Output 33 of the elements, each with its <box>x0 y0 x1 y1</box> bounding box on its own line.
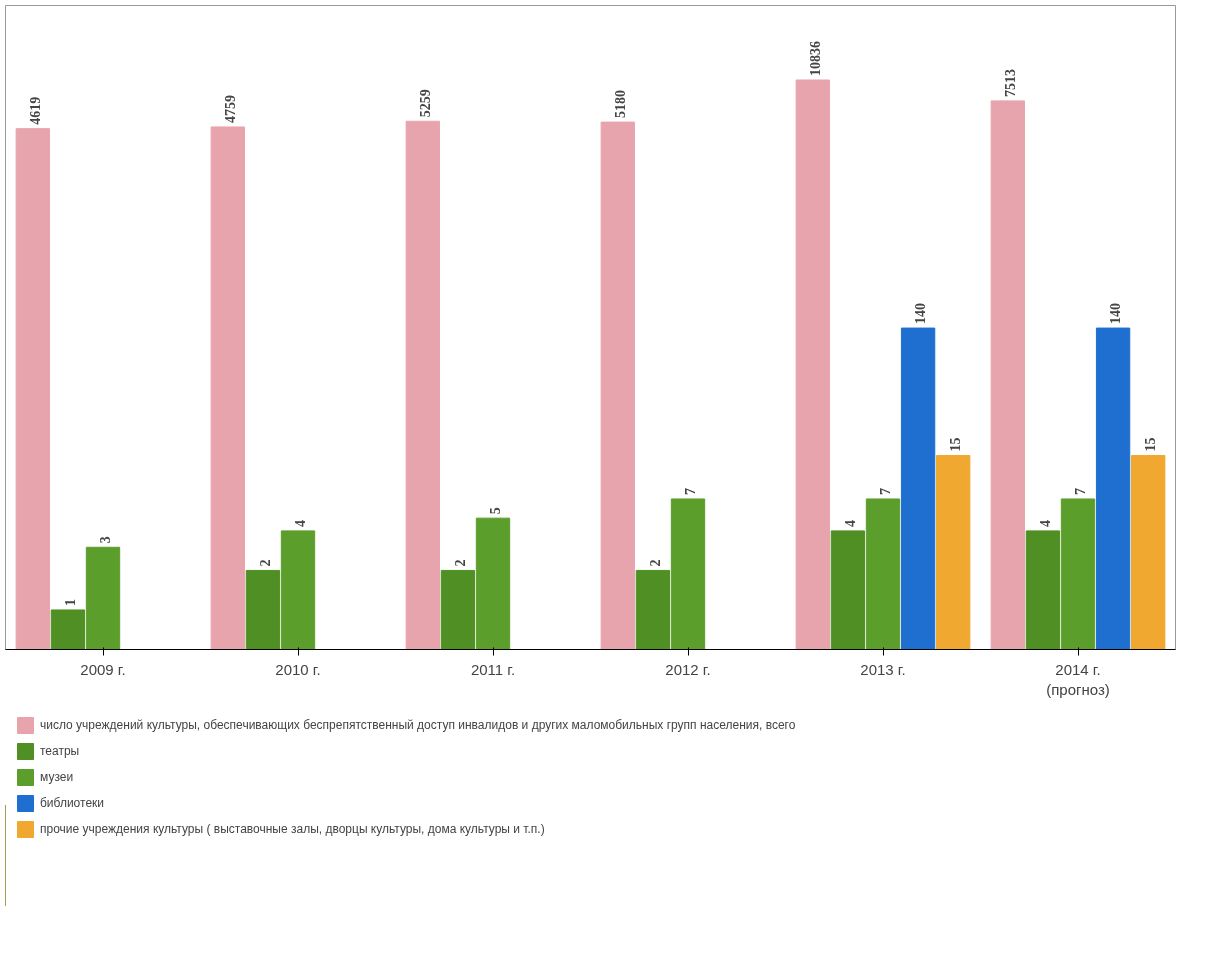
data-label: 2 <box>452 559 468 567</box>
legend-label: библиотеки <box>40 796 105 810</box>
x-tick-label: 2013 г. <box>860 660 906 678</box>
legend-label: театры <box>40 744 80 758</box>
data-label: 15 <box>1143 437 1159 452</box>
data-label: 5 <box>488 507 503 515</box>
data-label: 7 <box>878 487 893 495</box>
data-label: 2 <box>647 559 663 567</box>
data-label: 1 <box>62 598 78 606</box>
data-label: 15 <box>948 437 964 452</box>
data-label: 7 <box>1073 487 1088 495</box>
data-label: 4 <box>842 519 858 527</box>
legend-label: музеи <box>40 770 74 784</box>
data-label: 7513 <box>1002 68 1018 97</box>
x-tick-label: 2011 г. <box>470 660 516 678</box>
data-label: 7 <box>683 487 698 495</box>
data-label: 4619 <box>27 96 43 125</box>
data-label: 140 <box>913 303 929 325</box>
legend-label: прочие учреждения культуры ( выставочные залы, дворцы культуры, дома культуры и т.п.) <box>40 822 545 836</box>
data-label: 140 <box>1108 303 1124 325</box>
data-label: 5180 <box>612 90 628 119</box>
data-label: 4 <box>293 519 308 527</box>
data-label: 4 <box>1037 519 1053 527</box>
data-label: 5259 <box>417 89 433 118</box>
x-tick-label: 2014 г. (прогноз) <box>1046 660 1110 698</box>
data-label: 3 <box>98 536 113 544</box>
legend-label: число учреждений культуры, обеспечивающих беспрепятственный доступ инвалидов и других маломобильных групп населения, всего <box>40 718 796 732</box>
data-label: 2 <box>257 559 273 567</box>
data-label: 10836 <box>807 41 823 76</box>
x-tick-label: 2012 г. <box>665 660 711 678</box>
x-tick-label: 2010 г. <box>275 660 321 678</box>
data-label: 4759 <box>222 94 238 123</box>
x-tick-label: 2009 г. <box>80 660 126 678</box>
